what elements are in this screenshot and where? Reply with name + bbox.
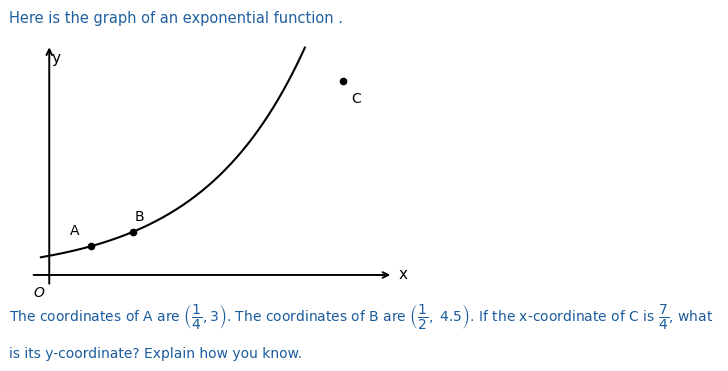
Text: The coordinates of A are $\left(\dfrac{1}{4},3\right)$. The coordinates of B are: The coordinates of A are $\left(\dfrac{1… (9, 302, 714, 331)
Text: Here is the graph of an exponential function .: Here is the graph of an exponential func… (9, 11, 344, 26)
Text: O: O (33, 286, 44, 301)
Text: is its y-coordinate? Explain how you know.: is its y-coordinate? Explain how you kno… (9, 347, 303, 361)
Text: y: y (52, 52, 60, 66)
Text: B: B (135, 210, 144, 224)
Text: A: A (70, 224, 79, 239)
Text: x: x (398, 267, 407, 282)
Text: C: C (351, 92, 361, 106)
